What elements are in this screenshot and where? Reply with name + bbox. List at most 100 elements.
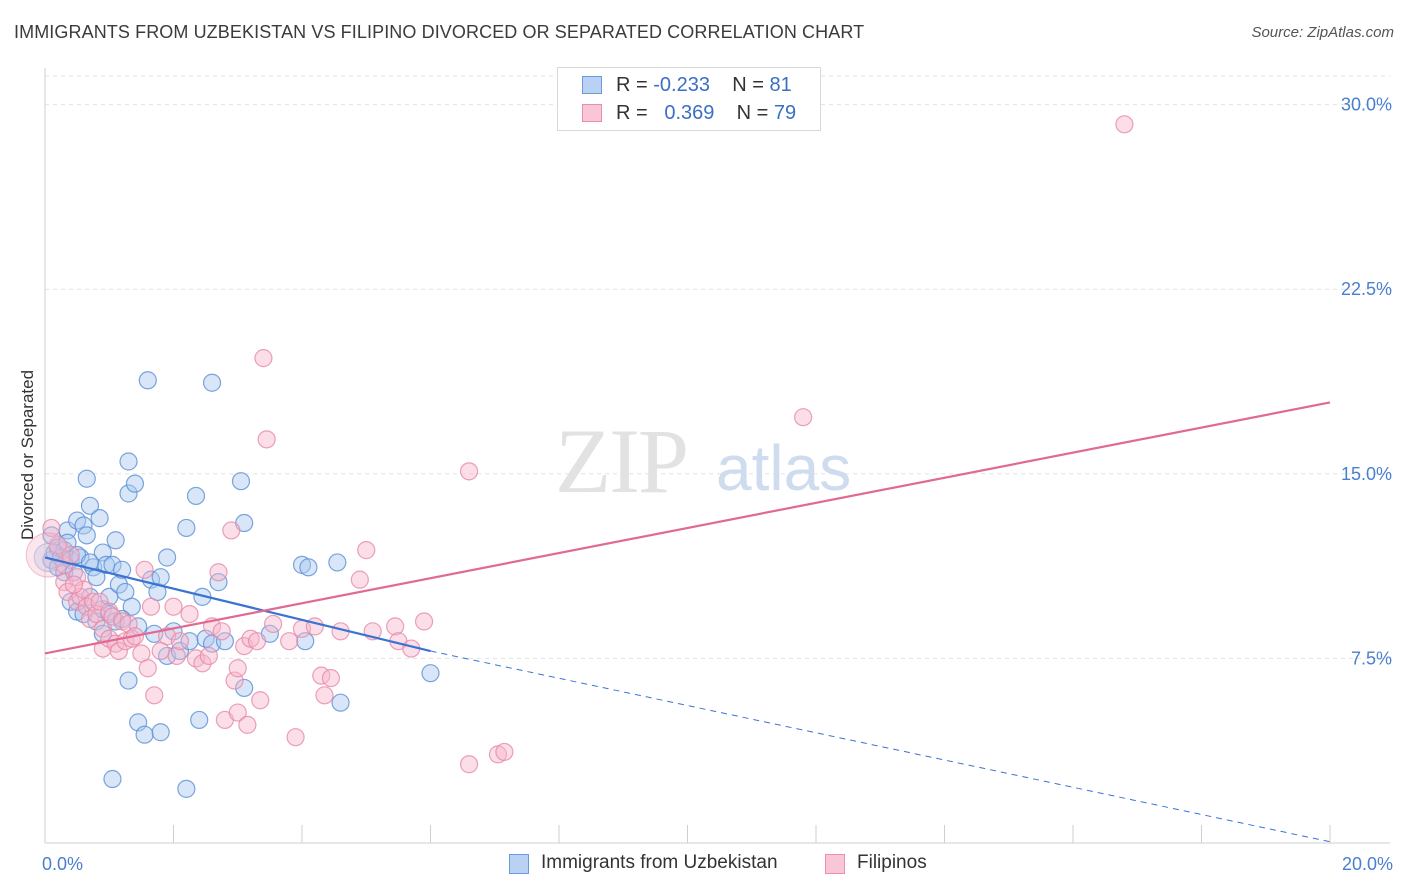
uzbekistan-point <box>119 671 138 690</box>
filipinos-point <box>286 728 305 747</box>
filipinos-point <box>48 536 67 555</box>
uzbekistan-point <box>170 641 190 661</box>
filipinos-point <box>222 521 241 540</box>
uzbekistan-point <box>177 518 196 538</box>
trend-lines <box>44 401 1331 843</box>
uzbekistan-point <box>90 509 109 528</box>
uzbekistan-point <box>74 516 93 535</box>
uzbekistan-trend-extension <box>430 650 1331 843</box>
uzbekistan-point <box>122 597 141 616</box>
source-label: Source: ZipAtlas.com <box>1251 24 1394 41</box>
legend-swatch-pink <box>582 104 602 122</box>
filipinos-point <box>93 619 112 638</box>
filipinos-point <box>167 646 186 666</box>
filipinos-point <box>228 703 247 722</box>
filipinos-point <box>42 518 61 538</box>
watermark-zip: ZIP <box>555 410 687 512</box>
filipinos-point <box>109 641 128 661</box>
y-tick-label-1: 15.0% <box>1341 464 1392 484</box>
uzbekistan-point <box>125 474 145 493</box>
filipinos-point <box>141 597 161 616</box>
uzbekistan-point <box>231 472 251 491</box>
uzbekistan-point <box>331 693 350 712</box>
filipinos-point <box>100 602 119 621</box>
filipinos-point <box>74 580 93 599</box>
x-tick-label-min: 0.0% <box>42 854 83 874</box>
uzbekistan-point <box>135 725 154 744</box>
filipinos-point <box>180 604 199 624</box>
legend-r-value: 0.369 <box>664 102 715 124</box>
stats-legend: R = -0.233 N = 81 R = 0.369 N = 79 <box>557 67 821 131</box>
filipinos-point <box>315 686 334 705</box>
filipinos-point <box>350 570 369 589</box>
legend-n-value: 81 <box>769 74 792 96</box>
watermark: ZIP atlas <box>555 410 851 512</box>
filipinos-point <box>212 622 231 641</box>
uzbekistan-point <box>80 496 100 515</box>
filipinos-point <box>357 541 376 560</box>
uzbekistan-point <box>421 664 440 683</box>
filipinos-point <box>135 560 154 579</box>
filipinos-point <box>251 691 270 710</box>
filipinos-point <box>321 668 341 688</box>
uzbekistan-point <box>77 469 96 488</box>
uzbekistan-point <box>186 486 206 506</box>
legend-r-label: R = <box>616 102 654 124</box>
filipinos-point <box>386 617 405 636</box>
filipinos-point <box>459 462 479 481</box>
bottom-legend-label: Filipinos <box>857 852 927 873</box>
filipinos-point <box>414 612 434 631</box>
filipinos-point <box>459 755 479 774</box>
filipinos-point <box>145 686 164 705</box>
filipinos-point <box>170 632 190 651</box>
filipinos-point <box>254 349 273 368</box>
uzbekistan-point <box>235 678 254 698</box>
filipinos-point <box>209 563 228 582</box>
legend-r-value: -0.233 <box>653 74 710 96</box>
legend-n-label: N = <box>736 102 774 124</box>
filipinos-point <box>228 659 247 678</box>
uzbekistan-point <box>202 373 222 392</box>
filipinos-point <box>794 408 813 427</box>
uzbekistan-point <box>119 452 138 471</box>
bottom-legend-swatch-blue <box>509 854 529 874</box>
legend-r-label: R = <box>616 74 654 96</box>
y-axis-label: Divorced or Separated <box>18 369 37 541</box>
uzbekistan-trend-line <box>44 556 431 653</box>
series-filipinos-points <box>25 115 1134 774</box>
watermark-atlas: atlas <box>716 432 851 504</box>
legend-swatch-blue <box>582 76 602 94</box>
grid-lines <box>45 75 1390 659</box>
uzbekistan-point <box>119 484 138 503</box>
filipinos-point <box>257 430 276 449</box>
x-tick-label-max: 20.0% <box>1342 854 1393 874</box>
uzbekistan-point <box>190 710 209 730</box>
filipinos-point <box>138 659 157 678</box>
filipinos-point <box>263 614 283 634</box>
y-tick-label-3: 30.0% <box>1341 95 1392 115</box>
filipinos-trend-line <box>44 401 1331 655</box>
uzbekistan-point <box>106 531 125 550</box>
filipinos-point <box>1115 115 1134 134</box>
filipinos-cluster-point <box>25 532 71 578</box>
axes <box>44 68 1390 844</box>
uzbekistan-point <box>138 371 157 390</box>
filipinos-point <box>193 654 212 673</box>
uzbekistan-point <box>209 573 228 592</box>
chart-title: IMMIGRANTS FROM UZBEKISTAN VS FILIPINO D… <box>14 22 865 42</box>
filipinos-point <box>90 592 109 611</box>
filipinos-point <box>199 646 218 666</box>
uzbekistan-point <box>215 632 234 651</box>
legend-n-label: N = <box>732 74 770 96</box>
uzbekistan-point <box>177 779 196 798</box>
uzbekistan-point <box>157 548 177 567</box>
y-tick-label-2: 22.5% <box>1341 279 1392 299</box>
bottom-legend-label: Immigrants from Uzbekistan <box>541 852 778 873</box>
uzbekistan-point <box>328 553 347 572</box>
filipinos-point <box>164 597 183 616</box>
filipinos-point <box>64 575 84 594</box>
uzbekistan-point <box>77 526 96 545</box>
uzbekistan-point <box>103 769 122 789</box>
filipinos-point <box>247 632 267 651</box>
